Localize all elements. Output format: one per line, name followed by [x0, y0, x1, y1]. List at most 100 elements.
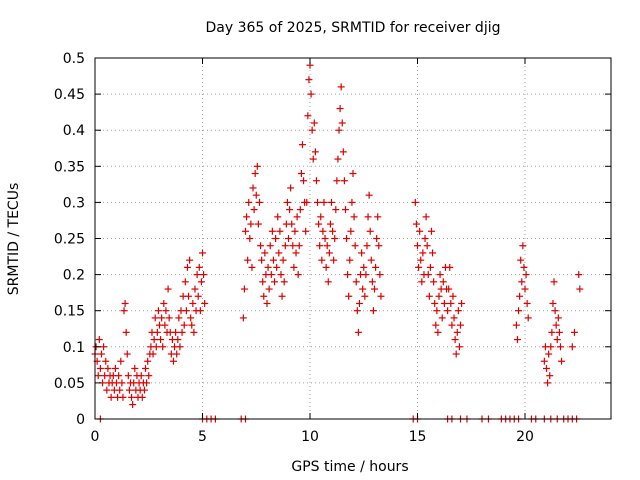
- data-point: [295, 242, 303, 250]
- plot-frame: [94, 57, 612, 420]
- data-point: [373, 235, 381, 242]
- data-point: [199, 249, 206, 257]
- data-point: [432, 321, 440, 329]
- data-point: [249, 184, 257, 192]
- y-tick-label: 0.15: [54, 304, 85, 320]
- data-point: [116, 386, 124, 394]
- data-point: [325, 249, 333, 257]
- data-point: [555, 328, 563, 336]
- data-point: [519, 242, 527, 250]
- data-point: [304, 112, 312, 120]
- data-point: [517, 256, 525, 264]
- data-point: [178, 328, 186, 336]
- data-point: [426, 263, 434, 271]
- y-axis-label: SRMTID / TECUs: [6, 183, 22, 296]
- data-point: [323, 242, 331, 250]
- data-point: [265, 285, 273, 293]
- data-point: [181, 278, 189, 286]
- data-point: [151, 314, 159, 322]
- data-point: [104, 364, 112, 372]
- data-point: [550, 278, 558, 286]
- data-point: [540, 357, 548, 365]
- data-point: [182, 307, 190, 315]
- data-point: [425, 292, 433, 300]
- data-point: [328, 198, 335, 206]
- data-point: [122, 328, 130, 336]
- data-point: [331, 235, 339, 242]
- data-point: [277, 271, 285, 279]
- data-point: [144, 357, 152, 365]
- data-point: [274, 213, 282, 221]
- data-point: [347, 227, 355, 235]
- data-point: [422, 213, 430, 221]
- data-point: [128, 393, 136, 401]
- data-point: [260, 292, 268, 300]
- data-point: [298, 141, 306, 149]
- data-point: [255, 198, 263, 206]
- data-point: [436, 271, 444, 279]
- data-point: [142, 364, 150, 372]
- data-point: [349, 170, 357, 178]
- data-point: [329, 227, 337, 235]
- data-point: [273, 263, 281, 271]
- data-point: [411, 198, 419, 206]
- data-point: [247, 220, 255, 228]
- data-point: [129, 401, 137, 409]
- data-point: [169, 357, 177, 365]
- data-point: [457, 321, 464, 329]
- data-point: [558, 357, 566, 365]
- data-point: [290, 263, 298, 271]
- x-tick-label: 20: [516, 429, 534, 445]
- axis-ticks: 0 5 10 15 20 0 0.05 0.1 0.15 0.2 0.25 0.3 0.35 0.4 0.4…: [54, 51, 611, 445]
- data-point: [180, 321, 188, 329]
- data-point: [196, 307, 204, 315]
- data-point: [453, 328, 461, 336]
- data-point: [172, 328, 180, 336]
- data-point: [288, 220, 296, 228]
- data-point: [294, 271, 302, 279]
- y-tick-label: 0.25: [54, 232, 85, 248]
- x-tick-label: 10: [301, 429, 319, 445]
- data-point: [201, 299, 209, 307]
- data-point: [281, 242, 289, 250]
- data-point: [174, 336, 182, 344]
- data-point: [121, 299, 129, 307]
- data-point: [94, 372, 102, 380]
- data-point: [333, 177, 341, 185]
- data-point: [303, 198, 311, 206]
- data-point: [338, 119, 346, 127]
- data-point: [576, 285, 584, 293]
- data-point: [165, 314, 173, 322]
- data-point: [117, 357, 125, 365]
- data-point: [516, 292, 524, 300]
- data-point: [337, 83, 345, 91]
- data-point: [244, 256, 252, 264]
- data-point: [297, 170, 305, 178]
- data-point: [243, 213, 251, 221]
- data-point: [200, 271, 208, 279]
- data-point: [416, 227, 424, 235]
- data-point: [111, 364, 119, 372]
- data-point: [367, 256, 375, 264]
- data-point: [524, 314, 532, 322]
- data-point: [272, 235, 280, 242]
- chart-title: Day 365 of 2025, SRMTID for receiver dji…: [206, 20, 501, 36]
- data-point: [360, 263, 368, 271]
- data-point: [361, 292, 369, 300]
- data-point: [354, 328, 362, 336]
- data-point: [185, 292, 193, 300]
- data-point: [332, 206, 340, 214]
- y-tick-label: 0: [76, 412, 85, 428]
- data-point: [95, 336, 103, 344]
- data-point: [368, 278, 376, 286]
- data-point: [452, 350, 460, 358]
- x-tick-label: 5: [198, 429, 207, 445]
- data-point: [335, 126, 343, 134]
- data-point: [365, 191, 373, 199]
- data-point: [322, 263, 330, 271]
- data-point: [153, 328, 161, 336]
- data-point: [252, 191, 260, 199]
- data-point: [366, 227, 374, 235]
- data-point: [280, 278, 288, 286]
